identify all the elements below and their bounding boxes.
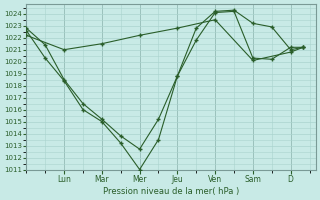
X-axis label: Pression niveau de la mer( hPa ): Pression niveau de la mer( hPa ) (103, 187, 239, 196)
